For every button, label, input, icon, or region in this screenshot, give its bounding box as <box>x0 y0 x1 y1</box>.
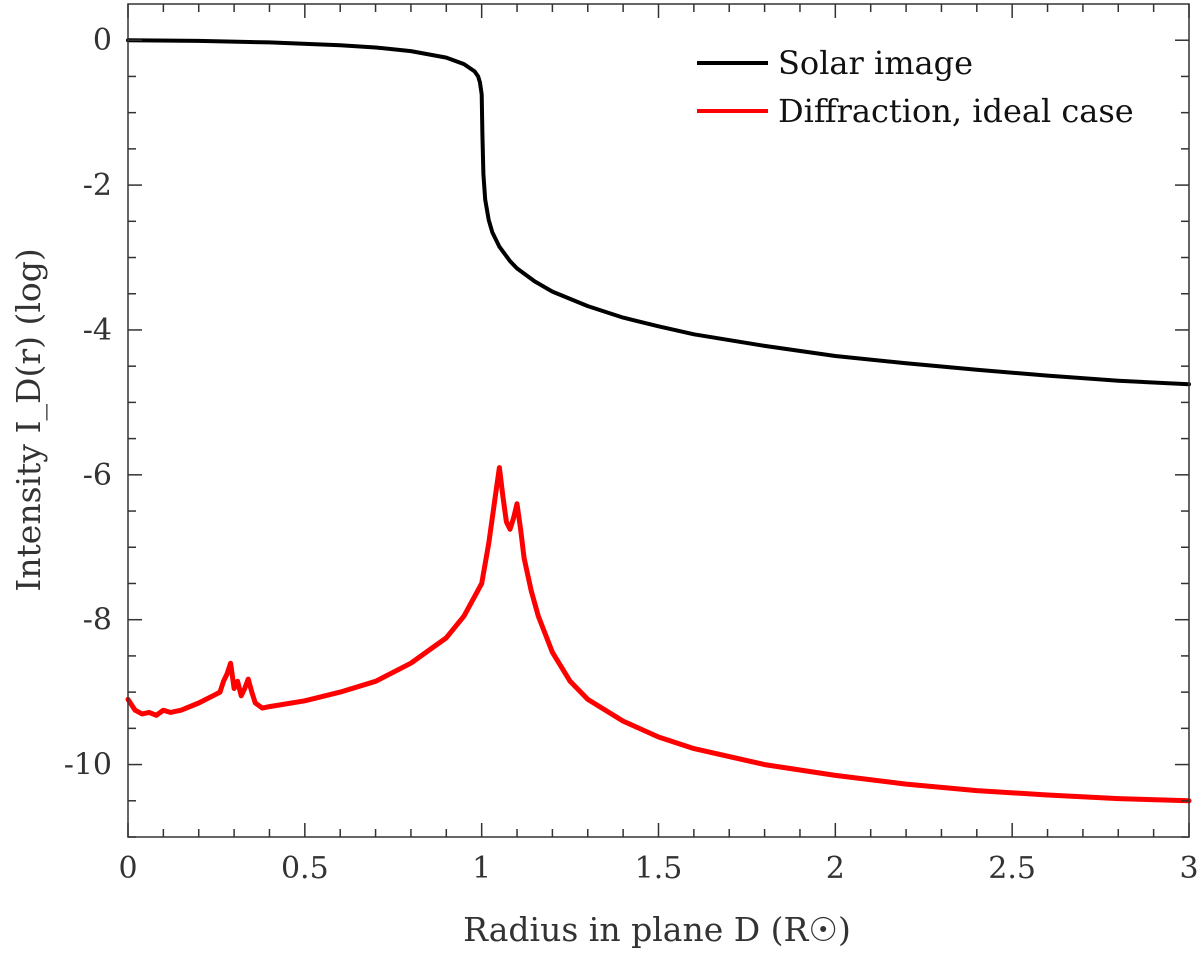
legend-label-solar-image: Solar image <box>778 44 973 82</box>
y-tick-label: -10 <box>64 748 112 783</box>
legend-label-diffraction: Diffraction, ideal case <box>778 92 1134 130</box>
x-tick-label: 3 <box>1179 851 1198 886</box>
series-layer <box>125 38 1192 804</box>
x-tick-label: 1 <box>472 851 491 886</box>
tick-label-layer: 0 0.5 1 1.5 2 2.5 3 0 -2 -4 -6 -8 -10 <box>64 23 1199 886</box>
x-tick-label: 2 <box>826 851 845 886</box>
axes-layer <box>127 3 1190 838</box>
legend: Solar image Diffraction, ideal case <box>697 44 1134 130</box>
y-tick-label: -2 <box>83 168 112 203</box>
x-tick-label: 0.5 <box>281 851 329 886</box>
y-axis-label: Intensity I_D(r) (log) <box>9 248 49 592</box>
series-line-diffraction <box>125 465 1192 804</box>
x-tick-label: 2.5 <box>988 851 1036 886</box>
y-tick-label: -4 <box>83 313 112 348</box>
x-tick-label: 1.5 <box>635 851 683 886</box>
y-tick-label: -6 <box>83 458 112 493</box>
x-tick-label: 0 <box>118 851 137 886</box>
y-tick-label: 0 <box>93 23 112 58</box>
series-line-solar-image <box>126 38 1191 387</box>
x-axis-label: Radius in plane D (R☉) <box>463 910 851 949</box>
y-tick-label: -8 <box>83 603 112 638</box>
